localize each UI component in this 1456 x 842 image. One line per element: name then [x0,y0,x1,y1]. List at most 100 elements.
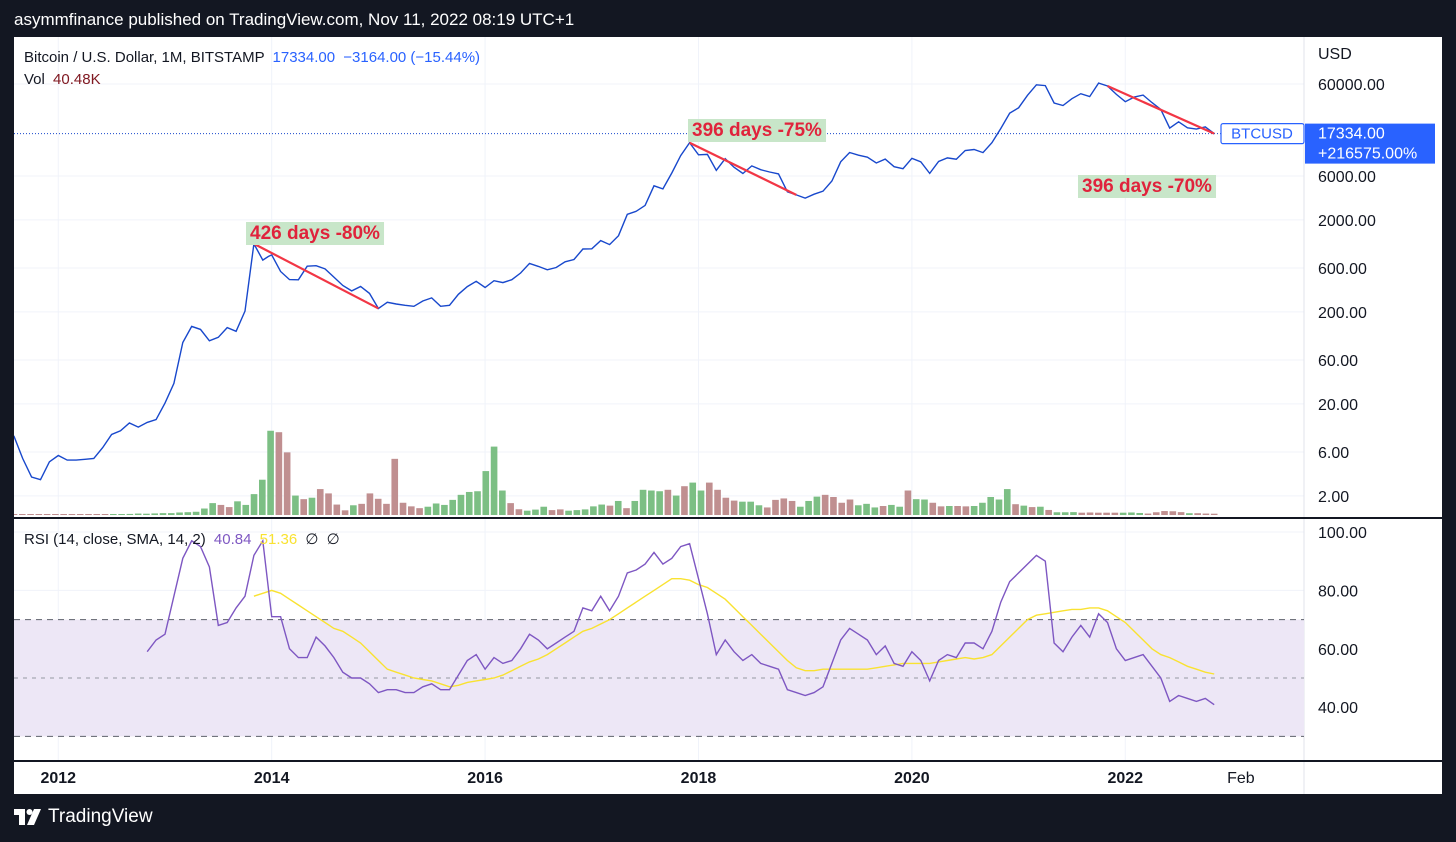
volume-bar [52,514,59,515]
volume-bar [987,497,995,515]
volume-bar [507,503,514,515]
volume-bar [664,489,672,515]
rsi-axis-tick: 60.00 [1318,642,1358,659]
volume-bar [631,500,639,515]
price-line[interactable] [14,82,1215,481]
volume-bar [929,502,937,515]
last-price-tag-change: +216575.00% [1318,146,1417,163]
volume-bar [846,499,854,515]
volume-bar [308,497,316,515]
rsi-label[interactable]: RSI (14, close, SMA, 14, 2) [24,531,206,548]
volume-bar [18,514,26,515]
volume-bar [465,491,473,515]
symbol-label[interactable]: Bitcoin / U.S. Dollar, 1M, BITSTAMP [24,49,265,66]
volume-bar [209,503,216,515]
volume-bar [300,499,308,515]
volume-bar [780,498,788,515]
drawdown-line[interactable] [689,141,797,196]
volume-bar [954,506,961,515]
volume-bar [970,506,978,515]
volume-bar [639,489,647,515]
volume-bar [515,509,523,515]
volume-bar [755,505,763,515]
volume-bar [565,510,572,515]
drawdown-line[interactable] [1107,85,1215,135]
price-series [14,82,1215,481]
volume-bar [101,514,109,515]
volume-bar [250,494,258,515]
drawdown-annotation[interactable]: 396 days -75% [692,120,822,141]
volume-bar [391,458,399,515]
volume-value: 40.48K [53,71,101,88]
volume-bar [234,501,241,515]
volume-bar [656,491,663,515]
volume-bar [341,510,349,515]
volume-bar [962,506,970,515]
volume-bar [192,511,200,515]
volume-bar [747,501,754,515]
volume-bar [499,490,506,515]
volume-bar [937,506,945,515]
price-axis-tick: 600.00 [1318,261,1367,278]
volume-bar [118,514,125,515]
drawdown-annotation[interactable]: 396 days -70% [1082,176,1212,197]
drawdown-line[interactable] [253,242,379,310]
chart-panel[interactable]: 426 days -80% 396 days -75% 396 days -70% U… [14,37,1442,794]
volume-bar [689,482,697,515]
volume-bar [267,430,274,515]
symbol-price-tag[interactable] [1220,123,1305,145]
volume-bar [697,490,705,515]
volume-bar [441,504,448,515]
volume-bar [1136,512,1144,515]
volume-bar [995,499,1003,515]
last-price-tag[interactable] [1305,123,1435,164]
volume-bar [1037,506,1044,515]
volume-bar [1028,507,1036,515]
volume-bar [416,508,423,515]
volume-bar [283,452,291,515]
volume-bar [788,500,796,515]
volume-bar [76,514,84,515]
volume-bar [1012,504,1019,515]
volume-bar [590,506,597,515]
volume-bar [1053,512,1061,515]
tradingview-logo[interactable]: TradingView [14,806,153,828]
rsi-legend: RSI (14, close, SMA, 14, 2) 40.84 51.36 … [24,530,340,548]
volume-bar [921,499,928,515]
volume-bar [1078,512,1086,515]
volume-bar [730,500,738,515]
time-axis-label: 2012 [40,770,76,787]
volume-bar [772,499,779,515]
volume-bar [85,514,92,515]
volume-bar [722,497,730,515]
volume-bar [159,513,167,515]
volume-bar [672,495,680,515]
volume-label[interactable]: Vol [24,71,45,88]
volume-bar [1202,513,1210,515]
publisher-line: asymmfinance published on TradingView.co… [14,10,575,29]
volume-bar [474,491,481,515]
volume-bar [548,510,556,515]
volume-bar [457,494,465,515]
time-axis-label: 2022 [1107,770,1143,787]
volume-bar [1103,512,1110,515]
volume-bar [1169,511,1177,515]
volume-bar [275,432,283,515]
rsi-sma-line[interactable] [253,578,1215,688]
volume-series [14,430,1218,515]
volume-bar [449,499,457,515]
volume-bar [614,500,622,515]
volume-bar [581,509,589,515]
volume-bar [383,503,390,515]
price-axis-tick: 6000.00 [1318,169,1376,186]
chart-canvas[interactable]: 426 days -80% 396 days -75% 396 days -70% U… [14,37,1442,794]
price-axis-unit: USD [1318,46,1352,63]
drawdown-annotation[interactable]: 426 days -80% [250,223,380,244]
volume-bar [482,471,490,515]
volume-bar [14,514,18,515]
rsi-line[interactable] [146,538,1215,706]
volume-bar [879,506,887,515]
time-axis-label: 2014 [254,770,290,787]
volume-bar [1161,511,1168,515]
volume-bar [1086,512,1094,515]
